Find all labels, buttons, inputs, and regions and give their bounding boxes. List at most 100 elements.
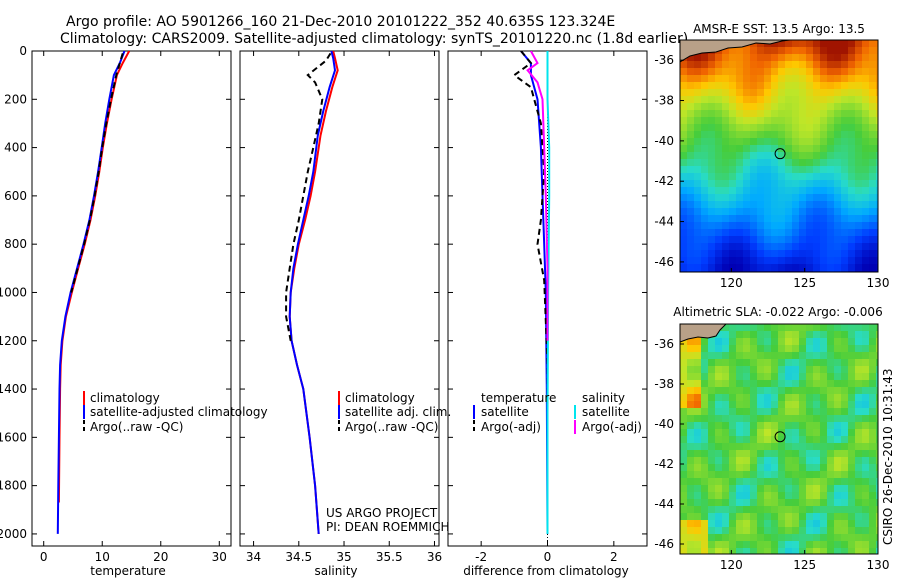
- heatmap-cell: [848, 401, 856, 409]
- heatmap-cell: [757, 436, 765, 444]
- heatmap-cell: [708, 401, 716, 409]
- salinity-axes: [239, 50, 440, 547]
- heatmap-cell: [680, 373, 688, 381]
- heatmap-cell: [757, 145, 765, 153]
- heatmap-cell: [750, 194, 758, 202]
- heatmap-cell: [729, 352, 737, 360]
- heatmap-cell: [827, 527, 835, 535]
- heatmap-cell: [687, 443, 695, 451]
- heatmap-cell: [876, 443, 878, 451]
- heatmap-cell: [848, 243, 856, 251]
- heatmap-cell: [764, 352, 772, 360]
- heatmap-cell: [778, 464, 786, 472]
- heatmap-cell: [757, 152, 765, 160]
- heatmap-cell: [750, 250, 758, 258]
- heatmap-cell: [743, 117, 751, 125]
- heatmap-cell: [785, 338, 793, 346]
- heatmap-cell: [750, 380, 758, 388]
- heatmap-cell: [785, 68, 793, 76]
- heatmap-cell: [729, 166, 737, 174]
- heatmap-cell: [750, 422, 758, 430]
- heatmap-cell: [841, 40, 849, 48]
- heatmap-cell: [687, 236, 695, 244]
- heatmap-cell: [771, 124, 779, 132]
- heatmap-cell: [813, 47, 821, 55]
- heatmap-cell: [855, 61, 863, 69]
- heatmap-cell: [764, 506, 772, 514]
- heatmap-cell: [841, 159, 849, 167]
- heatmap-cell: [687, 138, 695, 146]
- heatmap-cell: [799, 520, 807, 528]
- heatmap-cell: [827, 499, 835, 507]
- heatmap-cell: [694, 422, 702, 430]
- heatmap-cell: [827, 138, 835, 146]
- heatmap-cell: [764, 75, 772, 83]
- heatmap-cell: [701, 541, 709, 549]
- map-xtick-label: 125: [793, 276, 816, 290]
- heatmap-cell: [687, 96, 695, 104]
- heatmap-cell: [862, 180, 870, 188]
- heatmap-cell: [848, 513, 856, 521]
- heatmap-cell: [869, 180, 877, 188]
- heatmap-cell: [834, 110, 842, 118]
- heatmap-cell: [813, 103, 821, 111]
- heatmap-cell: [862, 236, 870, 244]
- heatmap-cell: [785, 359, 793, 367]
- heatmap-cell: [785, 380, 793, 388]
- heatmap-cell: [820, 117, 828, 125]
- heatmap-cell: [785, 82, 793, 90]
- heatmap-cell: [757, 173, 765, 181]
- heatmap-cell: [722, 250, 730, 258]
- heatmap-cell: [785, 250, 793, 258]
- heatmap-cell: [855, 345, 863, 353]
- heatmap-cell: [694, 82, 702, 90]
- heatmap-cell: [855, 443, 863, 451]
- heatmap-cell: [778, 215, 786, 223]
- heatmap-cell: [771, 257, 779, 265]
- heatmap-cell: [750, 457, 758, 465]
- heatmap-cell: [687, 201, 695, 209]
- map-xtick-label: 130: [867, 276, 890, 290]
- heatmap-cell: [771, 492, 779, 500]
- heatmap-cell: [806, 359, 814, 367]
- heatmap-cell: [869, 366, 877, 374]
- heatmap-cell: [869, 54, 877, 62]
- heatmap-cell: [708, 492, 716, 500]
- heatmap-cell: [750, 513, 758, 521]
- heatmap-cell: [708, 208, 716, 216]
- heatmap-cell: [750, 138, 758, 146]
- heatmap-cell: [841, 75, 849, 83]
- heatmap-cell: [806, 436, 814, 444]
- heatmap-cell: [806, 264, 814, 272]
- heatmap-cell: [869, 422, 877, 430]
- heatmap-cell: [820, 145, 828, 153]
- heatmap-cell: [820, 345, 828, 353]
- heatmap-cell: [743, 485, 751, 493]
- heatmap-cell: [785, 173, 793, 181]
- heatmap-cell: [736, 159, 744, 167]
- heatmap-cell: [820, 541, 828, 549]
- heatmap-cell: [687, 208, 695, 216]
- heatmap-cell: [876, 257, 878, 265]
- heatmap-cell: [778, 124, 786, 132]
- heatmap-cell: [694, 387, 702, 395]
- heatmap-cell: [841, 222, 849, 230]
- heatmap-cell: [841, 548, 849, 554]
- heatmap-cell: [736, 408, 744, 416]
- heatmap-cell: [736, 145, 744, 153]
- heatmap-cell: [834, 513, 842, 521]
- heatmap-cell: [750, 534, 758, 542]
- heatmap-cell: [876, 380, 878, 388]
- heatmap-cell: [848, 75, 856, 83]
- heatmap-cell: [869, 236, 877, 244]
- heatmap-cell: [771, 40, 779, 48]
- heatmap-cell: [722, 534, 730, 542]
- heatmap-cell: [708, 173, 716, 181]
- heatmap-cell: [743, 352, 751, 360]
- heatmap-cell: [848, 82, 856, 90]
- heatmap-cell: [827, 82, 835, 90]
- heatmap-cell: [785, 145, 793, 153]
- sst-coastline: [680, 40, 791, 63]
- heatmap-cell: [848, 331, 856, 339]
- heatmap-cell: [841, 422, 849, 430]
